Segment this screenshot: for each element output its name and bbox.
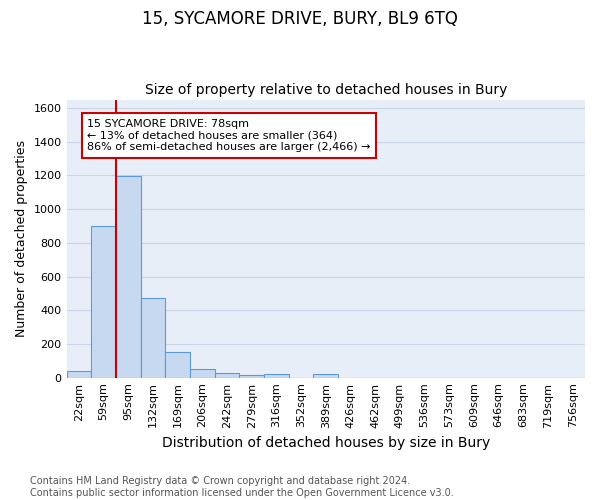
Bar — [91, 226, 116, 378]
Bar — [116, 176, 140, 378]
X-axis label: Distribution of detached houses by size in Bury: Distribution of detached houses by size … — [161, 436, 490, 450]
Text: 15 SYCAMORE DRIVE: 78sqm
← 13% of detached houses are smaller (364)
86% of semi-: 15 SYCAMORE DRIVE: 78sqm ← 13% of detach… — [87, 119, 371, 152]
Bar — [165, 352, 190, 378]
Text: 15, SYCAMORE DRIVE, BURY, BL9 6TQ: 15, SYCAMORE DRIVE, BURY, BL9 6TQ — [142, 10, 458, 28]
Bar — [67, 371, 91, 378]
Y-axis label: Number of detached properties: Number of detached properties — [15, 140, 28, 337]
Bar — [239, 375, 264, 378]
Bar — [215, 373, 239, 378]
Bar — [264, 374, 289, 378]
Text: Contains HM Land Registry data © Crown copyright and database right 2024.
Contai: Contains HM Land Registry data © Crown c… — [30, 476, 454, 498]
Bar — [190, 370, 215, 378]
Title: Size of property relative to detached houses in Bury: Size of property relative to detached ho… — [145, 83, 507, 97]
Bar — [140, 298, 165, 378]
Bar — [313, 374, 338, 378]
